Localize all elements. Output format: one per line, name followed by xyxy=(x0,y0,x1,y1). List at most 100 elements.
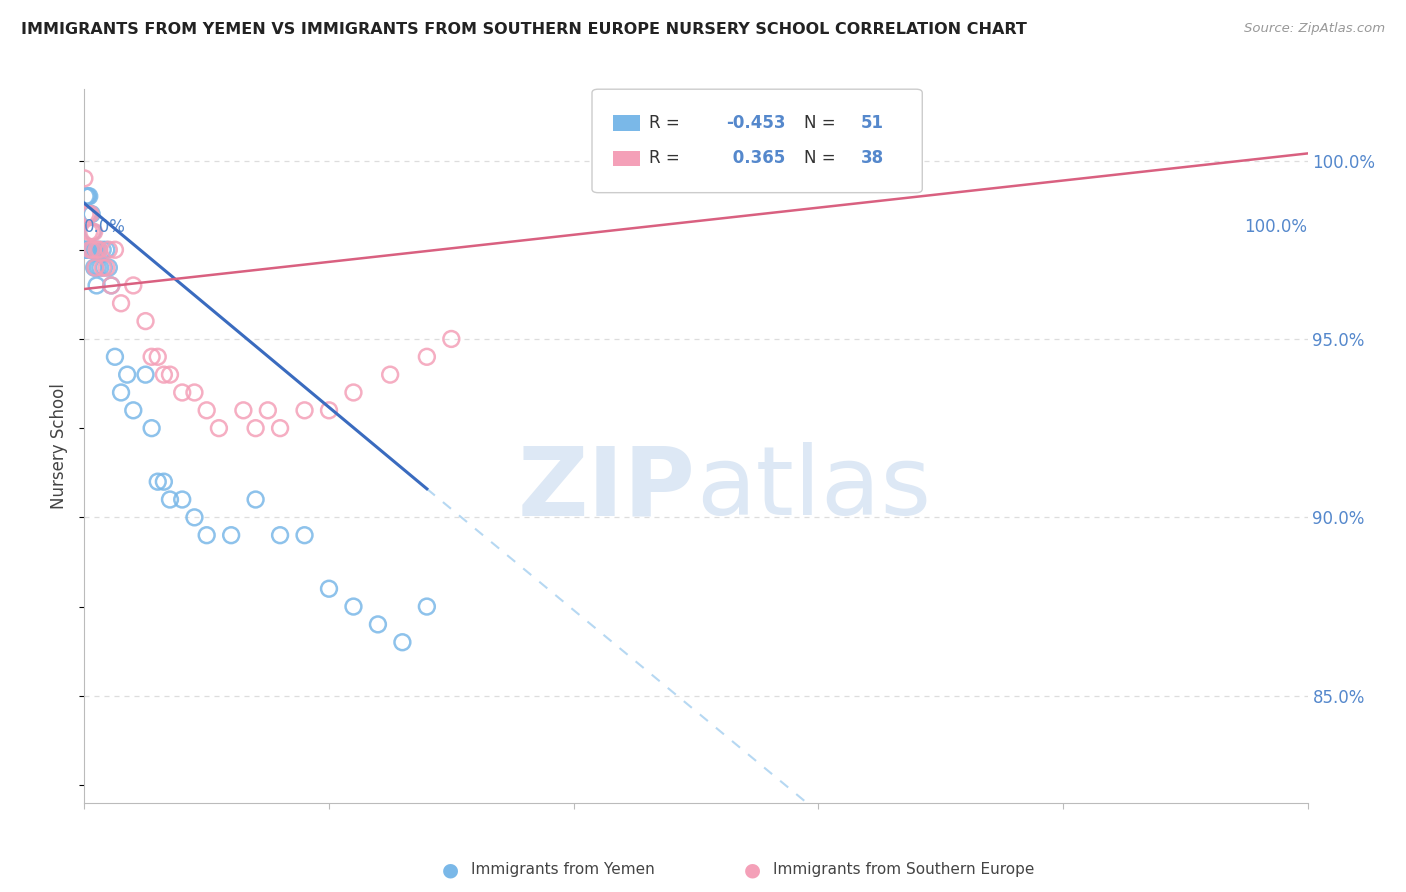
Point xyxy=(269,528,291,542)
Point xyxy=(269,421,291,435)
Point xyxy=(380,368,402,382)
Text: R =: R = xyxy=(650,150,690,168)
Text: 0.0%: 0.0% xyxy=(84,218,127,235)
Text: ●: ● xyxy=(441,860,458,880)
Point xyxy=(122,403,145,417)
Point xyxy=(86,243,108,257)
Point xyxy=(77,189,100,203)
Point xyxy=(79,243,101,257)
Point xyxy=(82,243,104,257)
Point xyxy=(391,635,413,649)
Point xyxy=(84,243,107,257)
Point xyxy=(83,243,105,257)
Point xyxy=(79,243,101,257)
Point xyxy=(294,403,316,417)
Y-axis label: Nursery School: Nursery School xyxy=(51,383,69,509)
Point xyxy=(416,350,439,364)
Point xyxy=(232,403,254,417)
Point xyxy=(80,207,103,221)
Point xyxy=(141,350,163,364)
Point xyxy=(100,278,122,293)
Point xyxy=(83,260,105,275)
Text: ●: ● xyxy=(744,860,761,880)
Point xyxy=(141,421,163,435)
Point xyxy=(342,385,364,400)
Point xyxy=(84,260,107,275)
Point xyxy=(122,278,145,293)
Text: 51: 51 xyxy=(860,114,884,132)
Point xyxy=(96,243,118,257)
Text: IMMIGRANTS FROM YEMEN VS IMMIGRANTS FROM SOUTHERN EUROPE NURSERY SCHOOL CORRELAT: IMMIGRANTS FROM YEMEN VS IMMIGRANTS FROM… xyxy=(21,22,1026,37)
Point xyxy=(73,243,96,257)
Point xyxy=(153,475,176,489)
Point xyxy=(318,403,340,417)
Text: atlas: atlas xyxy=(696,442,931,535)
Point xyxy=(342,599,364,614)
Point xyxy=(110,385,132,400)
Point xyxy=(77,225,100,239)
Text: 0.365: 0.365 xyxy=(727,150,785,168)
Text: ZIP: ZIP xyxy=(517,442,696,535)
Point xyxy=(77,207,100,221)
Point xyxy=(100,278,122,293)
Point xyxy=(86,243,108,257)
Point xyxy=(110,296,132,310)
Text: 100.0%: 100.0% xyxy=(1244,218,1308,235)
Point xyxy=(183,385,205,400)
Point xyxy=(75,207,97,221)
Point xyxy=(440,332,463,346)
Point xyxy=(91,260,114,275)
Point xyxy=(77,243,100,257)
Point xyxy=(93,260,115,275)
Point xyxy=(219,528,242,542)
Point xyxy=(87,243,110,257)
Point xyxy=(97,260,120,275)
Point xyxy=(159,368,181,382)
Point xyxy=(183,510,205,524)
Point xyxy=(79,207,101,221)
Point xyxy=(86,278,108,293)
Point xyxy=(146,350,169,364)
Point xyxy=(104,350,127,364)
Point xyxy=(77,189,100,203)
Point xyxy=(83,225,105,239)
Point xyxy=(76,243,98,257)
Point xyxy=(80,225,103,239)
Bar xyxy=(613,151,640,166)
Point xyxy=(89,260,111,275)
Point xyxy=(84,260,107,275)
Point xyxy=(195,528,218,542)
Point xyxy=(294,528,316,542)
Point xyxy=(82,225,104,239)
Text: Immigrants from Southern Europe: Immigrants from Southern Europe xyxy=(773,863,1035,877)
Point xyxy=(76,189,98,203)
Point xyxy=(77,243,100,257)
Bar xyxy=(613,115,640,130)
Point xyxy=(135,314,157,328)
Point xyxy=(75,243,97,257)
Point xyxy=(195,403,218,417)
Point xyxy=(367,617,389,632)
Point xyxy=(115,368,138,382)
Point xyxy=(75,189,97,203)
Text: R =: R = xyxy=(650,114,686,132)
Text: Source: ZipAtlas.com: Source: ZipAtlas.com xyxy=(1244,22,1385,36)
Point xyxy=(135,368,157,382)
Text: N =: N = xyxy=(804,114,841,132)
Point xyxy=(416,599,439,614)
Point xyxy=(208,421,231,435)
Text: Immigrants from Yemen: Immigrants from Yemen xyxy=(471,863,655,877)
Point xyxy=(73,171,96,186)
Text: 38: 38 xyxy=(860,150,884,168)
Point xyxy=(82,243,104,257)
Point xyxy=(91,243,114,257)
Point xyxy=(80,243,103,257)
Text: N =: N = xyxy=(804,150,841,168)
Point xyxy=(257,403,280,417)
Text: -0.453: -0.453 xyxy=(727,114,786,132)
Point xyxy=(77,207,100,221)
Point xyxy=(172,385,194,400)
Point xyxy=(87,243,110,257)
Point xyxy=(79,207,101,221)
Point xyxy=(153,368,176,382)
